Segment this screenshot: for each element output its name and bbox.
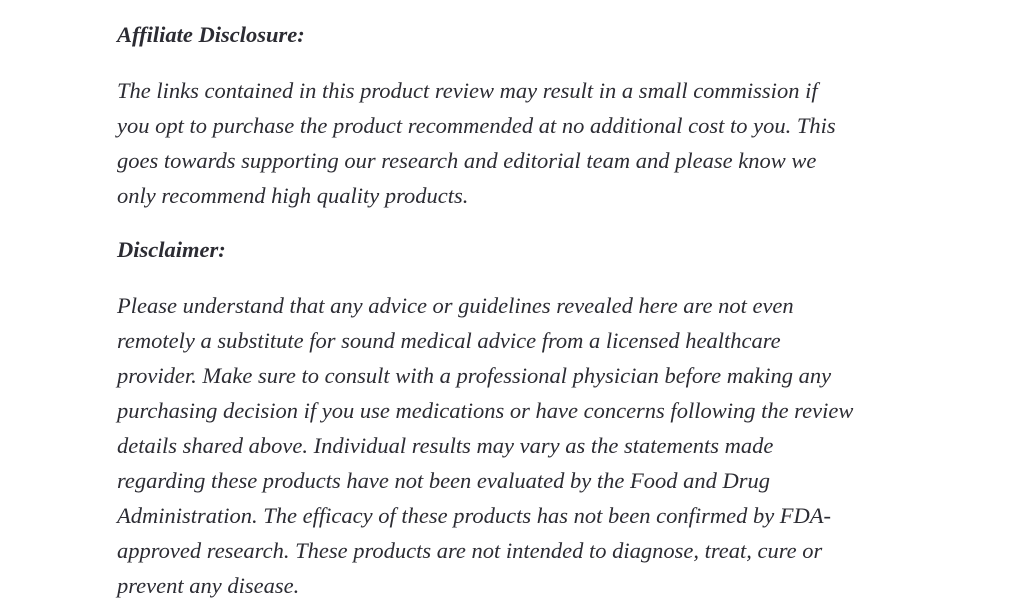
affiliate-disclosure-heading: Affiliate Disclosure: [117, 22, 305, 47]
disclaimer-paragraph: Please understand that any advice or gui… [117, 293, 854, 598]
affiliate-disclosure-paragraph: The links contained in this product revi… [117, 78, 836, 208]
disclaimer-heading: Disclaimer: [117, 237, 226, 262]
